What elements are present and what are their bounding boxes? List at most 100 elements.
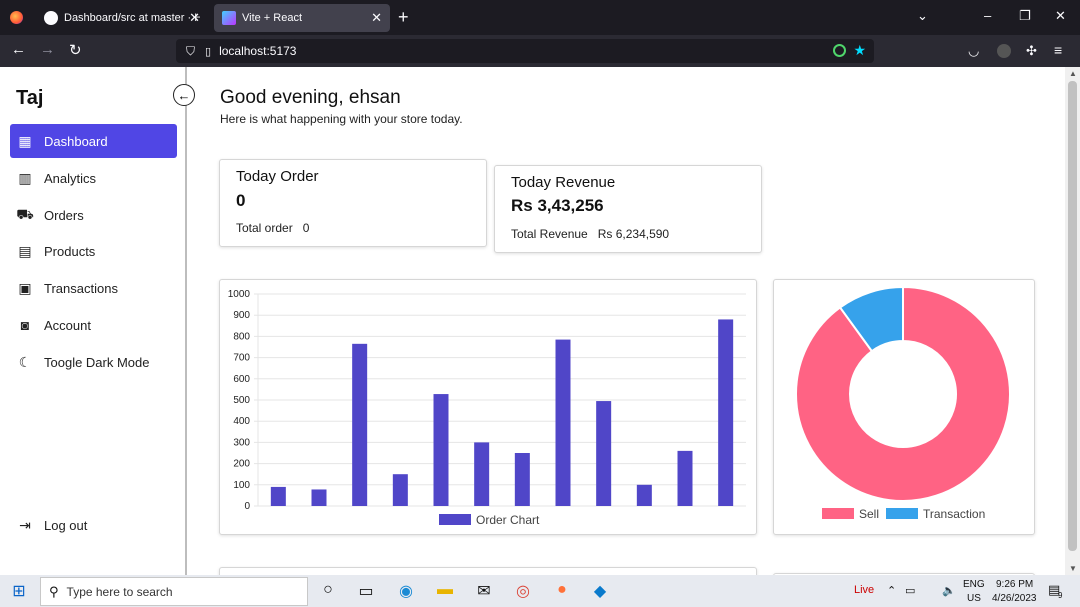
language-eng[interactable]: ENG bbox=[963, 579, 985, 590]
vscode-icon[interactable]: ◆ bbox=[593, 583, 607, 600]
forward-icon[interactable]: → bbox=[40, 41, 55, 58]
scroll-down-icon[interactable]: ▼ bbox=[1069, 564, 1077, 573]
mail-icon[interactable]: ✉ bbox=[477, 583, 491, 600]
bar[interactable] bbox=[352, 343, 368, 506]
sidebar-item-products[interactable]: ▤ Products bbox=[10, 234, 177, 268]
chart-icon: ▥ bbox=[18, 169, 32, 186]
bar[interactable] bbox=[555, 339, 571, 506]
scrollbar-thumb[interactable] bbox=[1068, 81, 1077, 551]
grid-icon: ▦ bbox=[18, 132, 32, 149]
brand-logo: Taj bbox=[16, 87, 44, 109]
doughnut-slice[interactable] bbox=[838, 285, 904, 353]
firefox-taskbar-icon[interactable]: ● bbox=[557, 581, 567, 598]
bar[interactable] bbox=[677, 450, 693, 506]
edge-icon[interactable]: ◉ bbox=[399, 583, 413, 600]
windows-start-icon[interactable]: ⊞ bbox=[12, 583, 26, 600]
tab-label: Dashboard/src at master · Hayat bbox=[64, 12, 200, 24]
extensions-puzzle-icon[interactable]: ✣ bbox=[1026, 43, 1037, 58]
sidebar-item-label: Products bbox=[44, 243, 96, 259]
lower-card-right bbox=[773, 573, 1035, 575]
sidebar-item-label: Toogle Dark Mode bbox=[44, 354, 150, 370]
tab-list-chevron-icon[interactable]: ⌄ bbox=[917, 8, 928, 23]
extension-target-icon[interactable] bbox=[833, 44, 846, 57]
taskbar-search-input[interactable]: ⚲ Type here to search bbox=[40, 577, 308, 606]
tab-close-icon[interactable]: ✕ bbox=[189, 10, 200, 25]
main-content: Good evening, ehsan Here is what happeni… bbox=[189, 67, 1065, 575]
sales-doughnut-card: Sell Transaction bbox=[773, 279, 1035, 535]
menu-icon[interactable]: ≡ bbox=[1054, 42, 1063, 58]
url-bar[interactable]: ⛉ ▯ localhost:5173 ★ bbox=[176, 39, 874, 63]
shield-icon[interactable]: ⛉ bbox=[186, 43, 196, 58]
logout-button[interactable]: ⇥ Log out bbox=[10, 508, 177, 542]
browser-nav-bar: ← → ↻ ⛉ ▯ localhost:5173 ★ ◡ ✣ ≡ bbox=[0, 35, 1080, 67]
firefox-icon[interactable] bbox=[10, 11, 23, 24]
y-tick-label: 600 bbox=[233, 374, 250, 385]
legend-label[interactable]: Transaction bbox=[923, 507, 985, 521]
today-revenue-card: Today Revenue Rs 3,43,256 Total Revenue R… bbox=[494, 165, 762, 253]
close-window-icon[interactable]: ✕ bbox=[1055, 8, 1066, 23]
profile-avatar-icon[interactable] bbox=[997, 44, 1011, 58]
y-tick-label: 0 bbox=[244, 501, 250, 512]
sidebar-item-label: Orders bbox=[44, 207, 84, 223]
bar[interactable] bbox=[514, 453, 530, 506]
sidebar-item-transactions[interactable]: ▣ Transactions bbox=[10, 271, 177, 305]
notification-icon[interactable]: ▤ bbox=[1048, 582, 1061, 597]
bar[interactable] bbox=[311, 489, 327, 506]
legend-label[interactable]: Sell bbox=[859, 507, 879, 521]
card-title: Today Order bbox=[236, 168, 319, 185]
y-tick-label: 400 bbox=[233, 416, 250, 427]
live-indicator[interactable]: Live bbox=[854, 584, 875, 596]
reload-icon[interactable]: ↻ bbox=[69, 42, 82, 59]
collapse-sidebar-button[interactable]: ← bbox=[173, 84, 195, 106]
file-explorer-icon[interactable]: ▬ bbox=[437, 581, 453, 598]
search-icon: ⚲ bbox=[49, 583, 59, 599]
sales-doughnut-chart: Sell Transaction bbox=[795, 285, 1011, 521]
back-icon[interactable]: ← bbox=[11, 41, 26, 58]
card-summary: Total order 0 bbox=[236, 221, 309, 235]
bar[interactable] bbox=[636, 484, 652, 506]
url-text[interactable]: localhost:5173 bbox=[219, 44, 297, 58]
task-view-icon[interactable]: ▭ bbox=[358, 583, 374, 600]
y-tick-label: 800 bbox=[233, 331, 250, 342]
restore-icon[interactable]: ❐ bbox=[1019, 8, 1031, 23]
language-region[interactable]: US bbox=[967, 593, 981, 604]
new-tab-button[interactable]: + bbox=[398, 7, 409, 27]
bar[interactable] bbox=[270, 486, 286, 506]
sidebar-item-account[interactable]: ◙ Account bbox=[10, 308, 177, 342]
minimize-icon[interactable]: – bbox=[984, 8, 992, 23]
network-icon[interactable]: ▭ bbox=[905, 585, 916, 597]
card-title: Today Revenue bbox=[511, 174, 616, 191]
sidebar-item-dashboard[interactable]: ▦ Dashboard bbox=[10, 124, 177, 158]
summary-value: Rs 6,234,590 bbox=[597, 227, 670, 241]
cortana-icon[interactable]: ○ bbox=[323, 581, 333, 598]
legend-swatch bbox=[886, 508, 918, 519]
tab-close-icon[interactable]: ✕ bbox=[371, 10, 382, 25]
bar[interactable] bbox=[392, 474, 408, 506]
bar[interactable] bbox=[474, 442, 490, 506]
summary-label: Total Revenue bbox=[511, 227, 588, 241]
bar[interactable] bbox=[718, 319, 734, 506]
page-scrollbar[interactable]: ▲ ▼ bbox=[1065, 67, 1080, 575]
tab-github[interactable]: Dashboard/src at master · Hayat ✕ bbox=[36, 4, 208, 32]
clock-time[interactable]: 9:26 PM bbox=[996, 579, 1034, 590]
arrow-left-icon: ← bbox=[177, 87, 191, 103]
bookmark-star-icon[interactable]: ★ bbox=[853, 42, 866, 58]
bar[interactable] bbox=[433, 394, 449, 506]
doughnut-slice[interactable] bbox=[795, 285, 1011, 502]
page-icon: ▯ bbox=[205, 45, 212, 58]
tray-chevron-icon[interactable]: ⌃ bbox=[887, 585, 897, 597]
tab-vite-react[interactable]: Vite + React ✕ bbox=[214, 4, 390, 32]
sidebar-item-analytics[interactable]: ▥ Analytics bbox=[10, 161, 177, 195]
user-icon: ◙ bbox=[20, 317, 30, 333]
clock-date[interactable]: 4/26/2023 bbox=[992, 593, 1037, 604]
chrome-icon[interactable]: ◎ bbox=[516, 583, 530, 600]
sidebar-item-orders[interactable]: ⛟ Orders bbox=[10, 198, 177, 232]
legend-label[interactable]: Order Chart bbox=[476, 513, 540, 527]
sidebar-item-dark-mode[interactable]: ☾ Toogle Dark Mode bbox=[10, 345, 177, 379]
pocket-icon[interactable]: ◡ bbox=[968, 43, 980, 58]
scroll-up-icon[interactable]: ▲ bbox=[1069, 69, 1077, 78]
logout-icon: ⇥ bbox=[19, 516, 31, 533]
volume-icon[interactable]: 🔈 bbox=[942, 585, 956, 597]
bar[interactable] bbox=[596, 401, 612, 506]
github-icon bbox=[44, 11, 58, 25]
